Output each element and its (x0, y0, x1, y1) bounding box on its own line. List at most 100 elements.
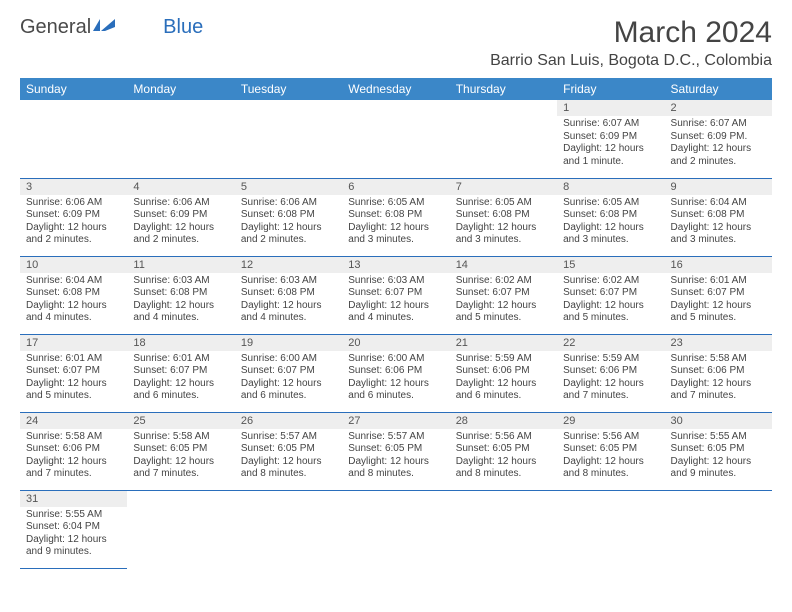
calendar-cell: 27Sunrise: 5:57 AMSunset: 6:05 PMDayligh… (342, 412, 449, 490)
calendar-cell (450, 100, 557, 178)
daylight-text: Daylight: 12 hours and 5 minutes. (563, 300, 658, 325)
day-details: Sunrise: 6:02 AMSunset: 6:07 PMDaylight:… (450, 273, 557, 329)
calendar-cell: 9Sunrise: 6:04 AMSunset: 6:08 PMDaylight… (665, 178, 772, 256)
header: General Blue March 2024 Barrio San Luis,… (20, 16, 772, 70)
day-number: 10 (20, 257, 127, 273)
sunset-text: Sunset: 6:05 PM (456, 443, 551, 456)
day-details: Sunrise: 6:01 AMSunset: 6:07 PMDaylight:… (665, 273, 772, 329)
title-block: March 2024 Barrio San Luis, Bogota D.C.,… (490, 16, 772, 70)
daylight-text: Daylight: 12 hours and 4 minutes. (26, 300, 121, 325)
sunset-text: Sunset: 6:08 PM (26, 287, 121, 300)
day-number: 3 (20, 179, 127, 195)
day-number: 11 (127, 257, 234, 273)
day-number: 27 (342, 413, 449, 429)
day-details: Sunrise: 5:56 AMSunset: 6:05 PMDaylight:… (450, 429, 557, 485)
sunrise-text: Sunrise: 5:55 AM (26, 509, 121, 522)
sunset-text: Sunset: 6:05 PM (671, 443, 766, 456)
day-details: Sunrise: 6:00 AMSunset: 6:06 PMDaylight:… (342, 351, 449, 407)
daylight-text: Daylight: 12 hours and 9 minutes. (26, 534, 121, 559)
sunset-text: Sunset: 6:07 PM (563, 287, 658, 300)
calendar-cell: 2Sunrise: 6:07 AMSunset: 6:09 PM.Dayligh… (665, 100, 772, 178)
logo-text-general: General (20, 16, 91, 39)
day-header: Sunday (20, 78, 127, 100)
daylight-text: Daylight: 12 hours and 8 minutes. (348, 456, 443, 481)
calendar-cell: 3Sunrise: 6:06 AMSunset: 6:09 PMDaylight… (20, 178, 127, 256)
calendar-cell: 26Sunrise: 5:57 AMSunset: 6:05 PMDayligh… (235, 412, 342, 490)
daylight-text: Daylight: 12 hours and 6 minutes. (456, 378, 551, 403)
sunrise-text: Sunrise: 6:07 AM (563, 118, 658, 131)
day-details: Sunrise: 6:05 AMSunset: 6:08 PMDaylight:… (342, 195, 449, 251)
day-number: 8 (557, 179, 664, 195)
day-header: Monday (127, 78, 234, 100)
calendar-cell: 29Sunrise: 5:56 AMSunset: 6:05 PMDayligh… (557, 412, 664, 490)
day-details: Sunrise: 5:59 AMSunset: 6:06 PMDaylight:… (450, 351, 557, 407)
calendar-week: 31 Sunrise: 5:55 AMSunset: 6:04 PMDayligh… (20, 490, 772, 568)
day-details: Sunrise: 5:55 AMSunset: 6:05 PMDaylight:… (665, 429, 772, 485)
sunset-text: Sunset: 6:08 PM (671, 209, 766, 222)
sunset-text: Sunset: 6:07 PM (133, 365, 228, 378)
daylight-text: Daylight: 12 hours and 7 minutes. (671, 378, 766, 403)
day-details: Sunrise: 6:03 AMSunset: 6:07 PMDaylight:… (342, 273, 449, 329)
day-number: 7 (450, 179, 557, 195)
calendar-cell: 12Sunrise: 6:03 AMSunset: 6:08 PMDayligh… (235, 256, 342, 334)
day-header: Friday (557, 78, 664, 100)
sunrise-text: Sunrise: 5:58 AM (26, 431, 121, 444)
sunrise-text: Sunrise: 5:59 AM (563, 353, 658, 366)
sunset-text: Sunset: 6:04 PM (26, 521, 121, 534)
sunrise-text: Sunrise: 6:06 AM (26, 197, 121, 210)
daylight-text: Daylight: 12 hours and 5 minutes. (671, 300, 766, 325)
daylight-text: Daylight: 12 hours and 2 minutes. (671, 143, 766, 168)
sunrise-text: Sunrise: 6:02 AM (456, 275, 551, 288)
daylight-text: Daylight: 12 hours and 2 minutes. (26, 222, 121, 247)
daylight-text: Daylight: 12 hours and 7 minutes. (563, 378, 658, 403)
daylight-text: Daylight: 12 hours and 3 minutes. (563, 222, 658, 247)
sunrise-text: Sunrise: 5:58 AM (133, 431, 228, 444)
day-details: Sunrise: 6:00 AMSunset: 6:07 PMDaylight:… (235, 351, 342, 407)
sunrise-text: Sunrise: 6:06 AM (133, 197, 228, 210)
calendar-cell: 20Sunrise: 6:00 AMSunset: 6:06 PMDayligh… (342, 334, 449, 412)
daylight-text: Daylight: 12 hours and 6 minutes. (133, 378, 228, 403)
day-number: 25 (127, 413, 234, 429)
sunrise-text: Sunrise: 6:01 AM (133, 353, 228, 366)
calendar-cell (342, 490, 449, 568)
calendar-cell: 13Sunrise: 6:03 AMSunset: 6:07 PMDayligh… (342, 256, 449, 334)
calendar-cell (342, 100, 449, 178)
day-details: Sunrise: 5:58 AMSunset: 6:06 PMDaylight:… (665, 351, 772, 407)
sunset-text: Sunset: 6:08 PM (456, 209, 551, 222)
calendar-cell (127, 100, 234, 178)
sunrise-text: Sunrise: 6:01 AM (671, 275, 766, 288)
calendar-week: 1Sunrise: 6:07 AMSunset: 6:09 PMDaylight… (20, 100, 772, 178)
calendar-cell: 18Sunrise: 6:01 AMSunset: 6:07 PMDayligh… (127, 334, 234, 412)
day-header: Thursday (450, 78, 557, 100)
day-details: Sunrise: 6:03 AMSunset: 6:08 PMDaylight:… (127, 273, 234, 329)
day-header: Tuesday (235, 78, 342, 100)
sunset-text: Sunset: 6:08 PM (348, 209, 443, 222)
day-details: Sunrise: 6:02 AMSunset: 6:07 PMDaylight:… (557, 273, 664, 329)
calendar-cell (450, 490, 557, 568)
sunset-text: Sunset: 6:06 PM (348, 365, 443, 378)
sunset-text: Sunset: 6:07 PM (26, 365, 121, 378)
day-number: 15 (557, 257, 664, 273)
sunrise-text: Sunrise: 6:02 AM (563, 275, 658, 288)
flag-icon (93, 16, 115, 39)
sunset-text: Sunset: 6:05 PM (348, 443, 443, 456)
day-details: Sunrise: 5:57 AMSunset: 6:05 PMDaylight:… (342, 429, 449, 485)
calendar-cell (235, 490, 342, 568)
logo: General Blue (20, 16, 203, 39)
daylight-text: Daylight: 12 hours and 5 minutes. (26, 378, 121, 403)
calendar-cell: 22Sunrise: 5:59 AMSunset: 6:06 PMDayligh… (557, 334, 664, 412)
day-details: Sunrise: 5:56 AMSunset: 6:05 PMDaylight:… (557, 429, 664, 485)
calendar-cell: 21Sunrise: 5:59 AMSunset: 6:06 PMDayligh… (450, 334, 557, 412)
sunset-text: Sunset: 6:05 PM (241, 443, 336, 456)
sunset-text: Sunset: 6:06 PM (563, 365, 658, 378)
sunset-text: Sunset: 6:06 PM (671, 365, 766, 378)
day-details: Sunrise: 5:58 AMSunset: 6:05 PMDaylight:… (127, 429, 234, 485)
daylight-text: Daylight: 12 hours and 3 minutes. (671, 222, 766, 247)
daylight-text: Daylight: 12 hours and 5 minutes. (456, 300, 551, 325)
day-number: 31 (20, 491, 127, 507)
sunrise-text: Sunrise: 6:07 AM (671, 118, 766, 131)
day-number: 14 (450, 257, 557, 273)
day-details: Sunrise: 6:04 AMSunset: 6:08 PMDaylight:… (665, 195, 772, 251)
calendar-week: 17Sunrise: 6:01 AMSunset: 6:07 PMDayligh… (20, 334, 772, 412)
sunrise-text: Sunrise: 6:00 AM (348, 353, 443, 366)
